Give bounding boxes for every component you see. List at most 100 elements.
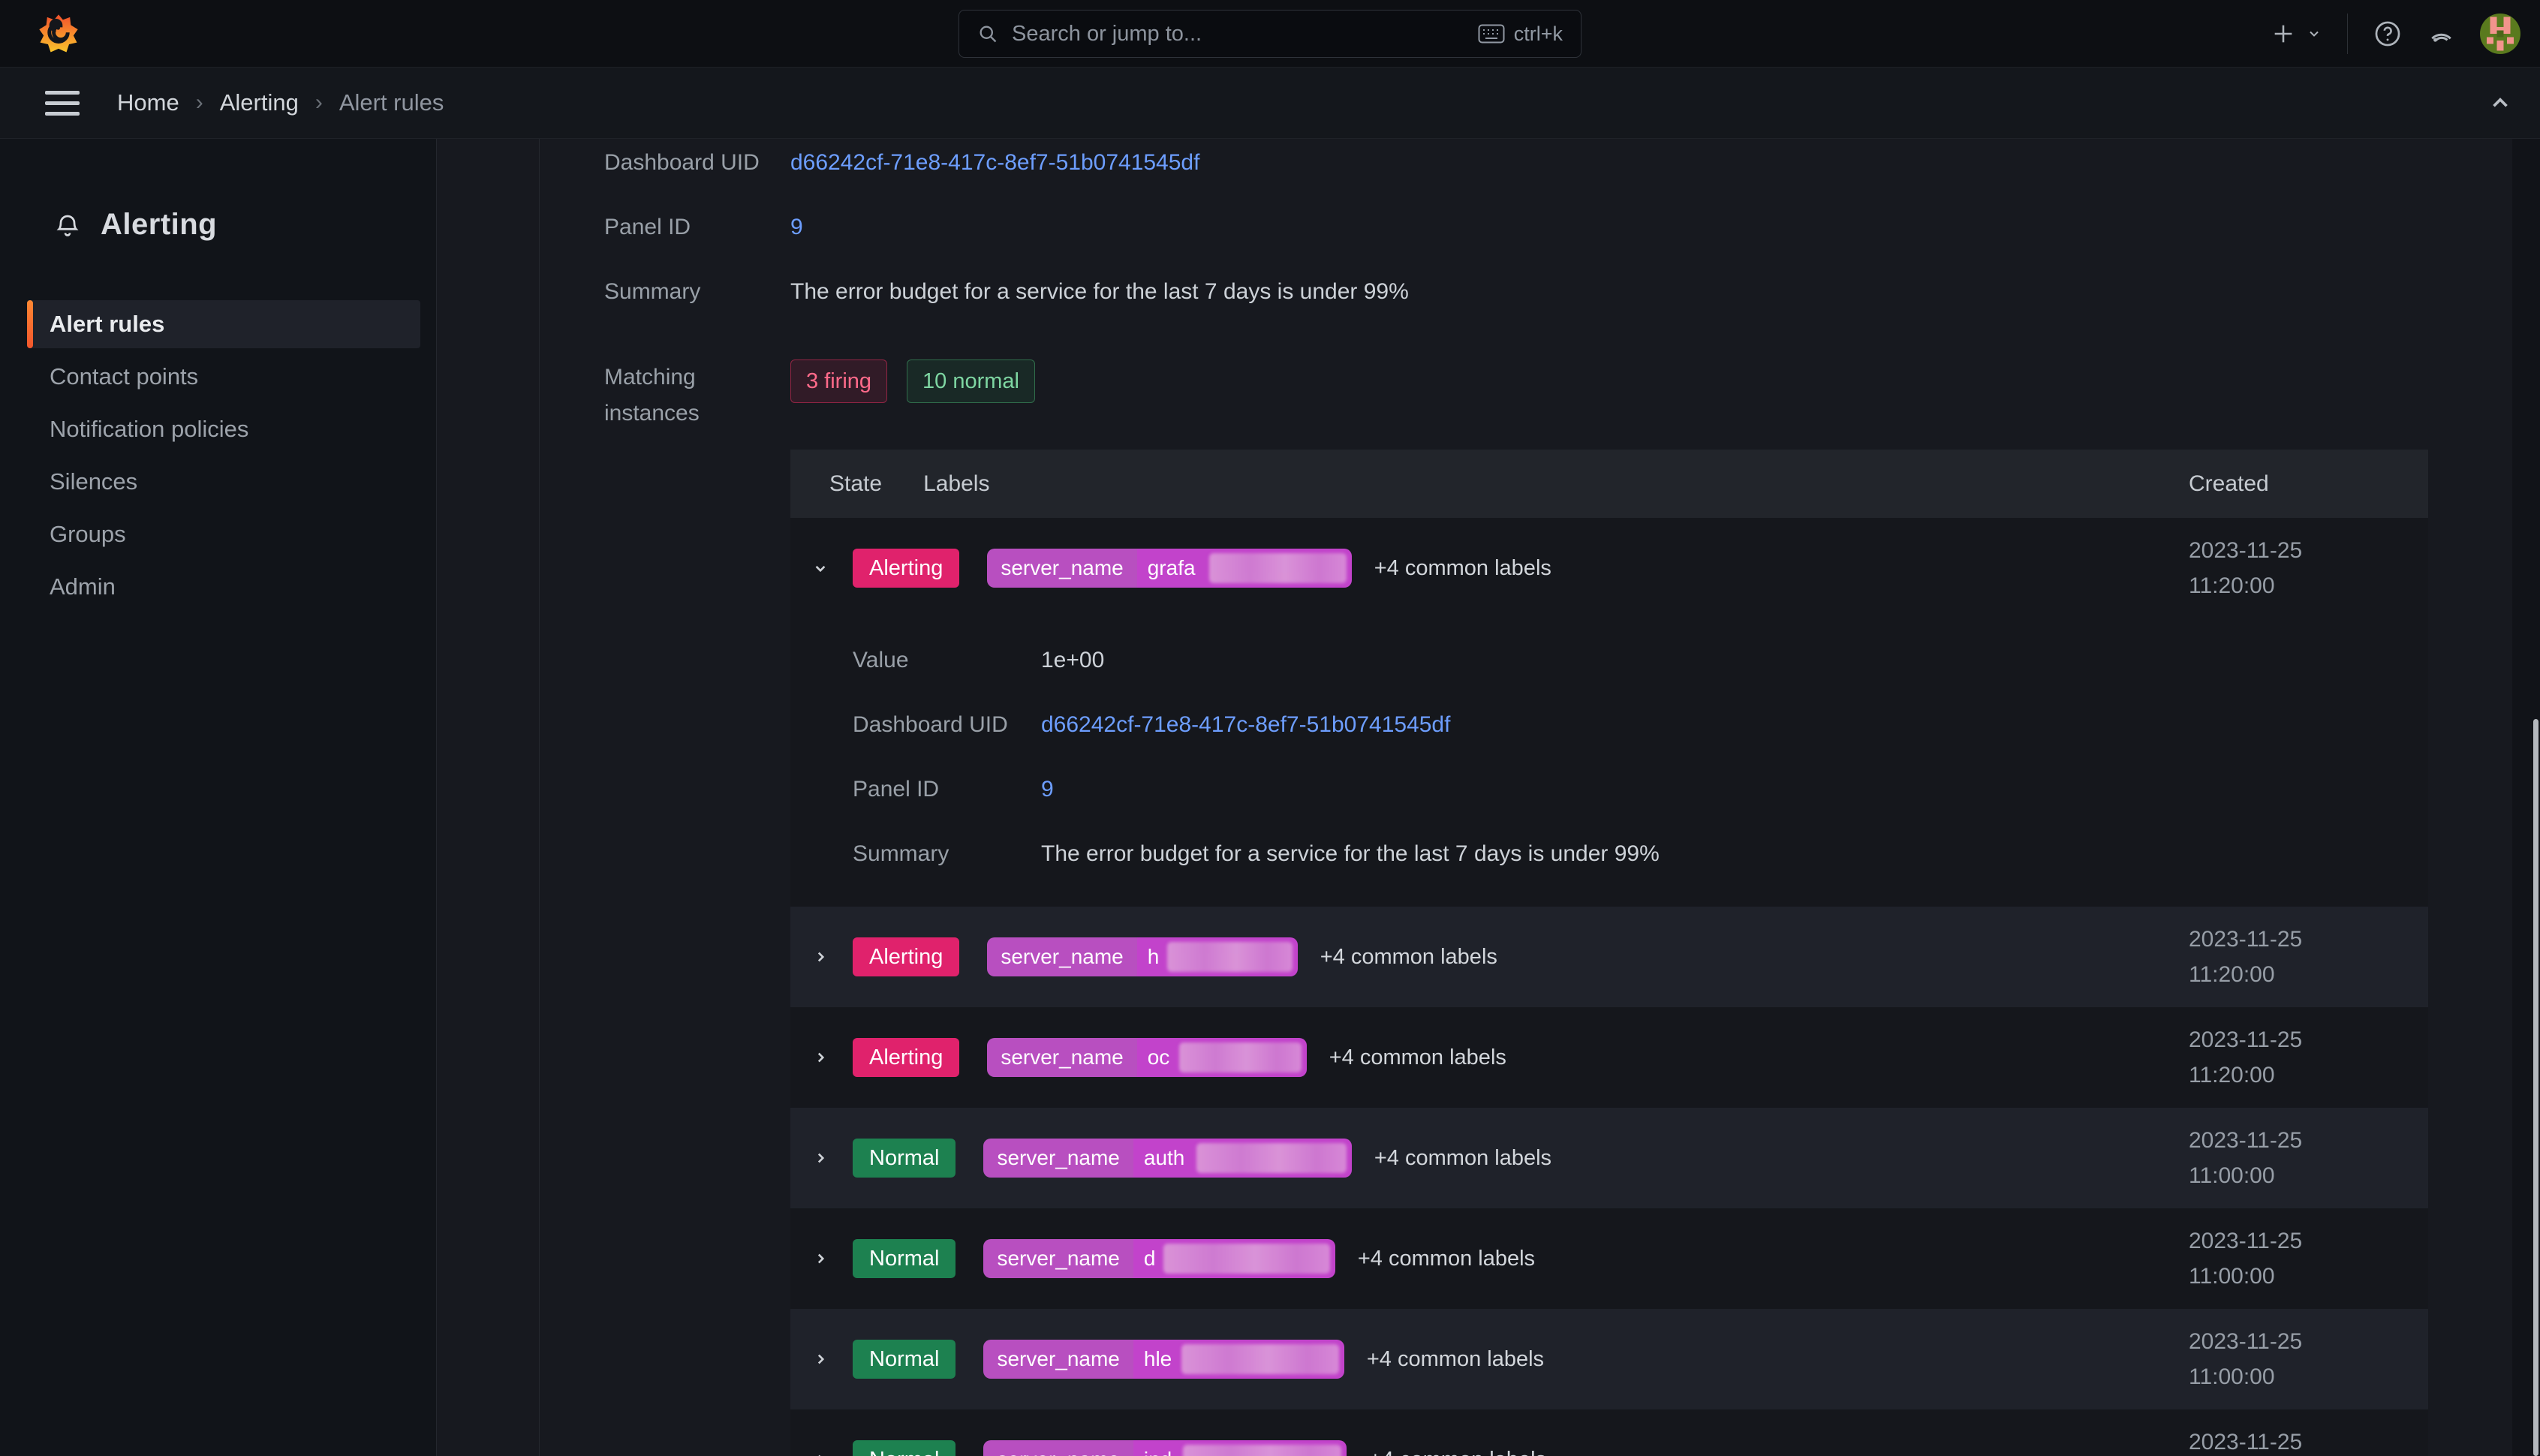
state-badge: Alerting [853,549,960,588]
label-pill: server_name ind [983,1440,1347,1456]
search-shortcut: ctrl+k [1478,23,1563,46]
breadcrumb: Home › Alerting › Alert rules [117,89,444,116]
breadcrumb-separator: › [195,90,203,115]
plus-icon [2271,21,2296,47]
redacted-value-blur [1208,553,1347,583]
created-timestamp: 2023-11-25 11:20:00 [2189,1027,2303,1087]
created-timestamp: 2023-11-25 11:00:00 [2189,1229,2303,1289]
field-label: Panel ID [604,215,691,239]
breadcrumb-alert-rules: Alert rules [339,89,444,116]
matching-instances-section: Matching instances 3 firing 10 normal [604,359,2540,432]
search-placeholder: Search or jump to... [1012,21,1202,46]
state-badge: Normal [853,1239,956,1278]
summary-text: The error budget for a service for the l… [790,279,1409,304]
bell-icon [54,212,81,239]
sidebar-item-admin[interactable]: Admin [50,573,116,600]
help-button[interactable] [2373,20,2402,48]
keyboard-icon [1478,24,1505,44]
breadcrumb-home[interactable]: Home [117,89,179,116]
common-labels-text: +4 common labels [1366,1346,1545,1371]
field-label: Summary [604,279,701,304]
common-labels-text: +4 common labels [1374,1145,1552,1170]
redacted-value-blur [1166,942,1293,972]
alerting-sidebar: Alerting Alert rules Contact points Noti… [0,139,437,1456]
table-row[interactable]: Normal server_name d +4 common labels 20… [790,1208,2428,1309]
news-rss-button[interactable] [2427,20,2454,47]
table-row[interactable]: Alerting server_name oc +4 common labels… [790,1007,2428,1108]
breadcrumb-separator: › [314,90,323,115]
common-labels-text: +4 common labels [1369,1448,1546,1456]
sidebar-header: Alerting [54,208,436,242]
sidebar-item-contact-points[interactable]: Contact points [50,363,199,390]
global-search-input[interactable]: Search or jump to... ctrl+k [959,10,1581,58]
panel-id-field: Panel ID 9 [604,214,2540,241]
menu-toggle-button[interactable] [45,90,80,116]
table-row[interactable]: Normal server_name auth +4 common labels… [790,1108,2428,1208]
state-badge: Normal [853,1440,956,1456]
firing-count-badge: 3 firing [790,359,888,403]
dashboard-uid-field: Dashboard UID d66242cf-71e8-417c-8ef7-51… [604,149,2540,176]
grafana-logo-icon[interactable] [38,13,80,55]
sidebar-item-alert-rules[interactable]: Alert rules [27,300,420,348]
created-timestamp: 2023-11-25 11:00:00 [2189,1430,2303,1454]
table-header: State Labels Created [790,450,2428,518]
common-labels-text: +4 common labels [1329,1045,1506,1069]
label-pill: server_name oc [987,1038,1307,1077]
redacted-value-blur [1178,1042,1302,1072]
table-row[interactable]: Normal server_name ind +4 common labels … [790,1409,2428,1456]
sidebar-item-notification-policies[interactable]: Notification policies [50,416,249,442]
instances-table: State Labels Created Alerting server_nam… [790,450,2428,1456]
label-pill: server_name grafa [987,549,1352,588]
breadcrumb-alerting[interactable]: Alerting [219,89,299,116]
label-pill: server_name h [987,937,1298,976]
common-labels-text: +4 common labels [1374,555,1551,580]
redacted-value-blur [1182,1445,1341,1456]
column-header-labels: Labels [923,471,990,496]
redacted-value-blur [1181,1344,1339,1374]
sidebar-item-groups[interactable]: Groups [50,521,126,547]
topbar-divider [2347,13,2348,54]
state-badge: Alerting [853,1038,960,1077]
dashboard-uid-field: Dashboard UID d66242cf-71e8-417c-8ef7-51… [853,712,1451,737]
table-row[interactable]: Alerting server_name h +4 common labels … [790,907,2428,1007]
table-row[interactable]: Normal server_name hle +4 common labels … [790,1309,2428,1409]
common-labels-text: +4 common labels [1357,1246,1536,1271]
column-header-created: Created [2189,471,2269,496]
chevron-right-icon[interactable] [809,1148,832,1168]
chevron-right-icon[interactable] [809,1048,832,1067]
label-pill: server_name hle [983,1340,1344,1379]
breadcrumb-bar: Home › Alerting › Alert rules [0,68,2540,139]
collapse-chevron-up-icon[interactable] [2487,90,2513,116]
expanded-instance-details: Value 1e+00 Dashboard UID d66242cf-71e8-… [790,618,2428,907]
panel-id-field: Panel ID 9 [853,777,1054,802]
dashboard-uid-link[interactable]: d66242cf-71e8-417c-8ef7-51b0741545df [1041,712,1451,737]
sidebar-nav: Alert rules Contact points Notification … [0,300,436,611]
chevron-down-icon[interactable] [809,558,832,578]
label-pill: server_name d [983,1239,1335,1278]
chevron-right-icon[interactable] [809,947,832,967]
summary-text: The error budget for a service for the l… [1041,841,1660,866]
created-timestamp: 2023-11-25 11:20:00 [2189,927,2303,987]
label-pill: server_name auth [983,1139,1352,1178]
rule-detail-content: Dashboard UID d66242cf-71e8-417c-8ef7-51… [437,139,2540,1456]
created-timestamp: 2023-11-25 11:20:00 [2189,538,2303,598]
field-label: Dashboard UID [604,150,760,175]
new-menu-button[interactable] [2271,21,2322,47]
chevron-down-icon [2307,26,2322,41]
panel-id-link[interactable]: 9 [790,215,803,239]
chevron-right-icon[interactable] [809,1249,832,1268]
table-row[interactable]: Alerting server_name grafa +4 common lab… [790,518,2428,618]
state-badge: Normal [853,1139,956,1178]
common-labels-text: +4 common labels [1320,944,1497,969]
summary-field: Summary The error budget for a service f… [604,278,2540,305]
column-header-state: State [829,471,883,496]
dashboard-uid-link[interactable]: d66242cf-71e8-417c-8ef7-51b0741545df [790,150,1200,175]
sidebar-item-silences[interactable]: Silences [50,468,138,495]
chevron-right-icon[interactable] [809,1349,832,1369]
search-icon [977,23,998,44]
chevron-right-icon[interactable] [809,1450,832,1456]
user-avatar[interactable] [2480,13,2520,54]
created-timestamp: 2023-11-25 11:00:00 [2189,1128,2303,1188]
panel-id-link[interactable]: 9 [1041,777,1054,802]
scrollbar-thumb[interactable] [2533,719,2538,1456]
